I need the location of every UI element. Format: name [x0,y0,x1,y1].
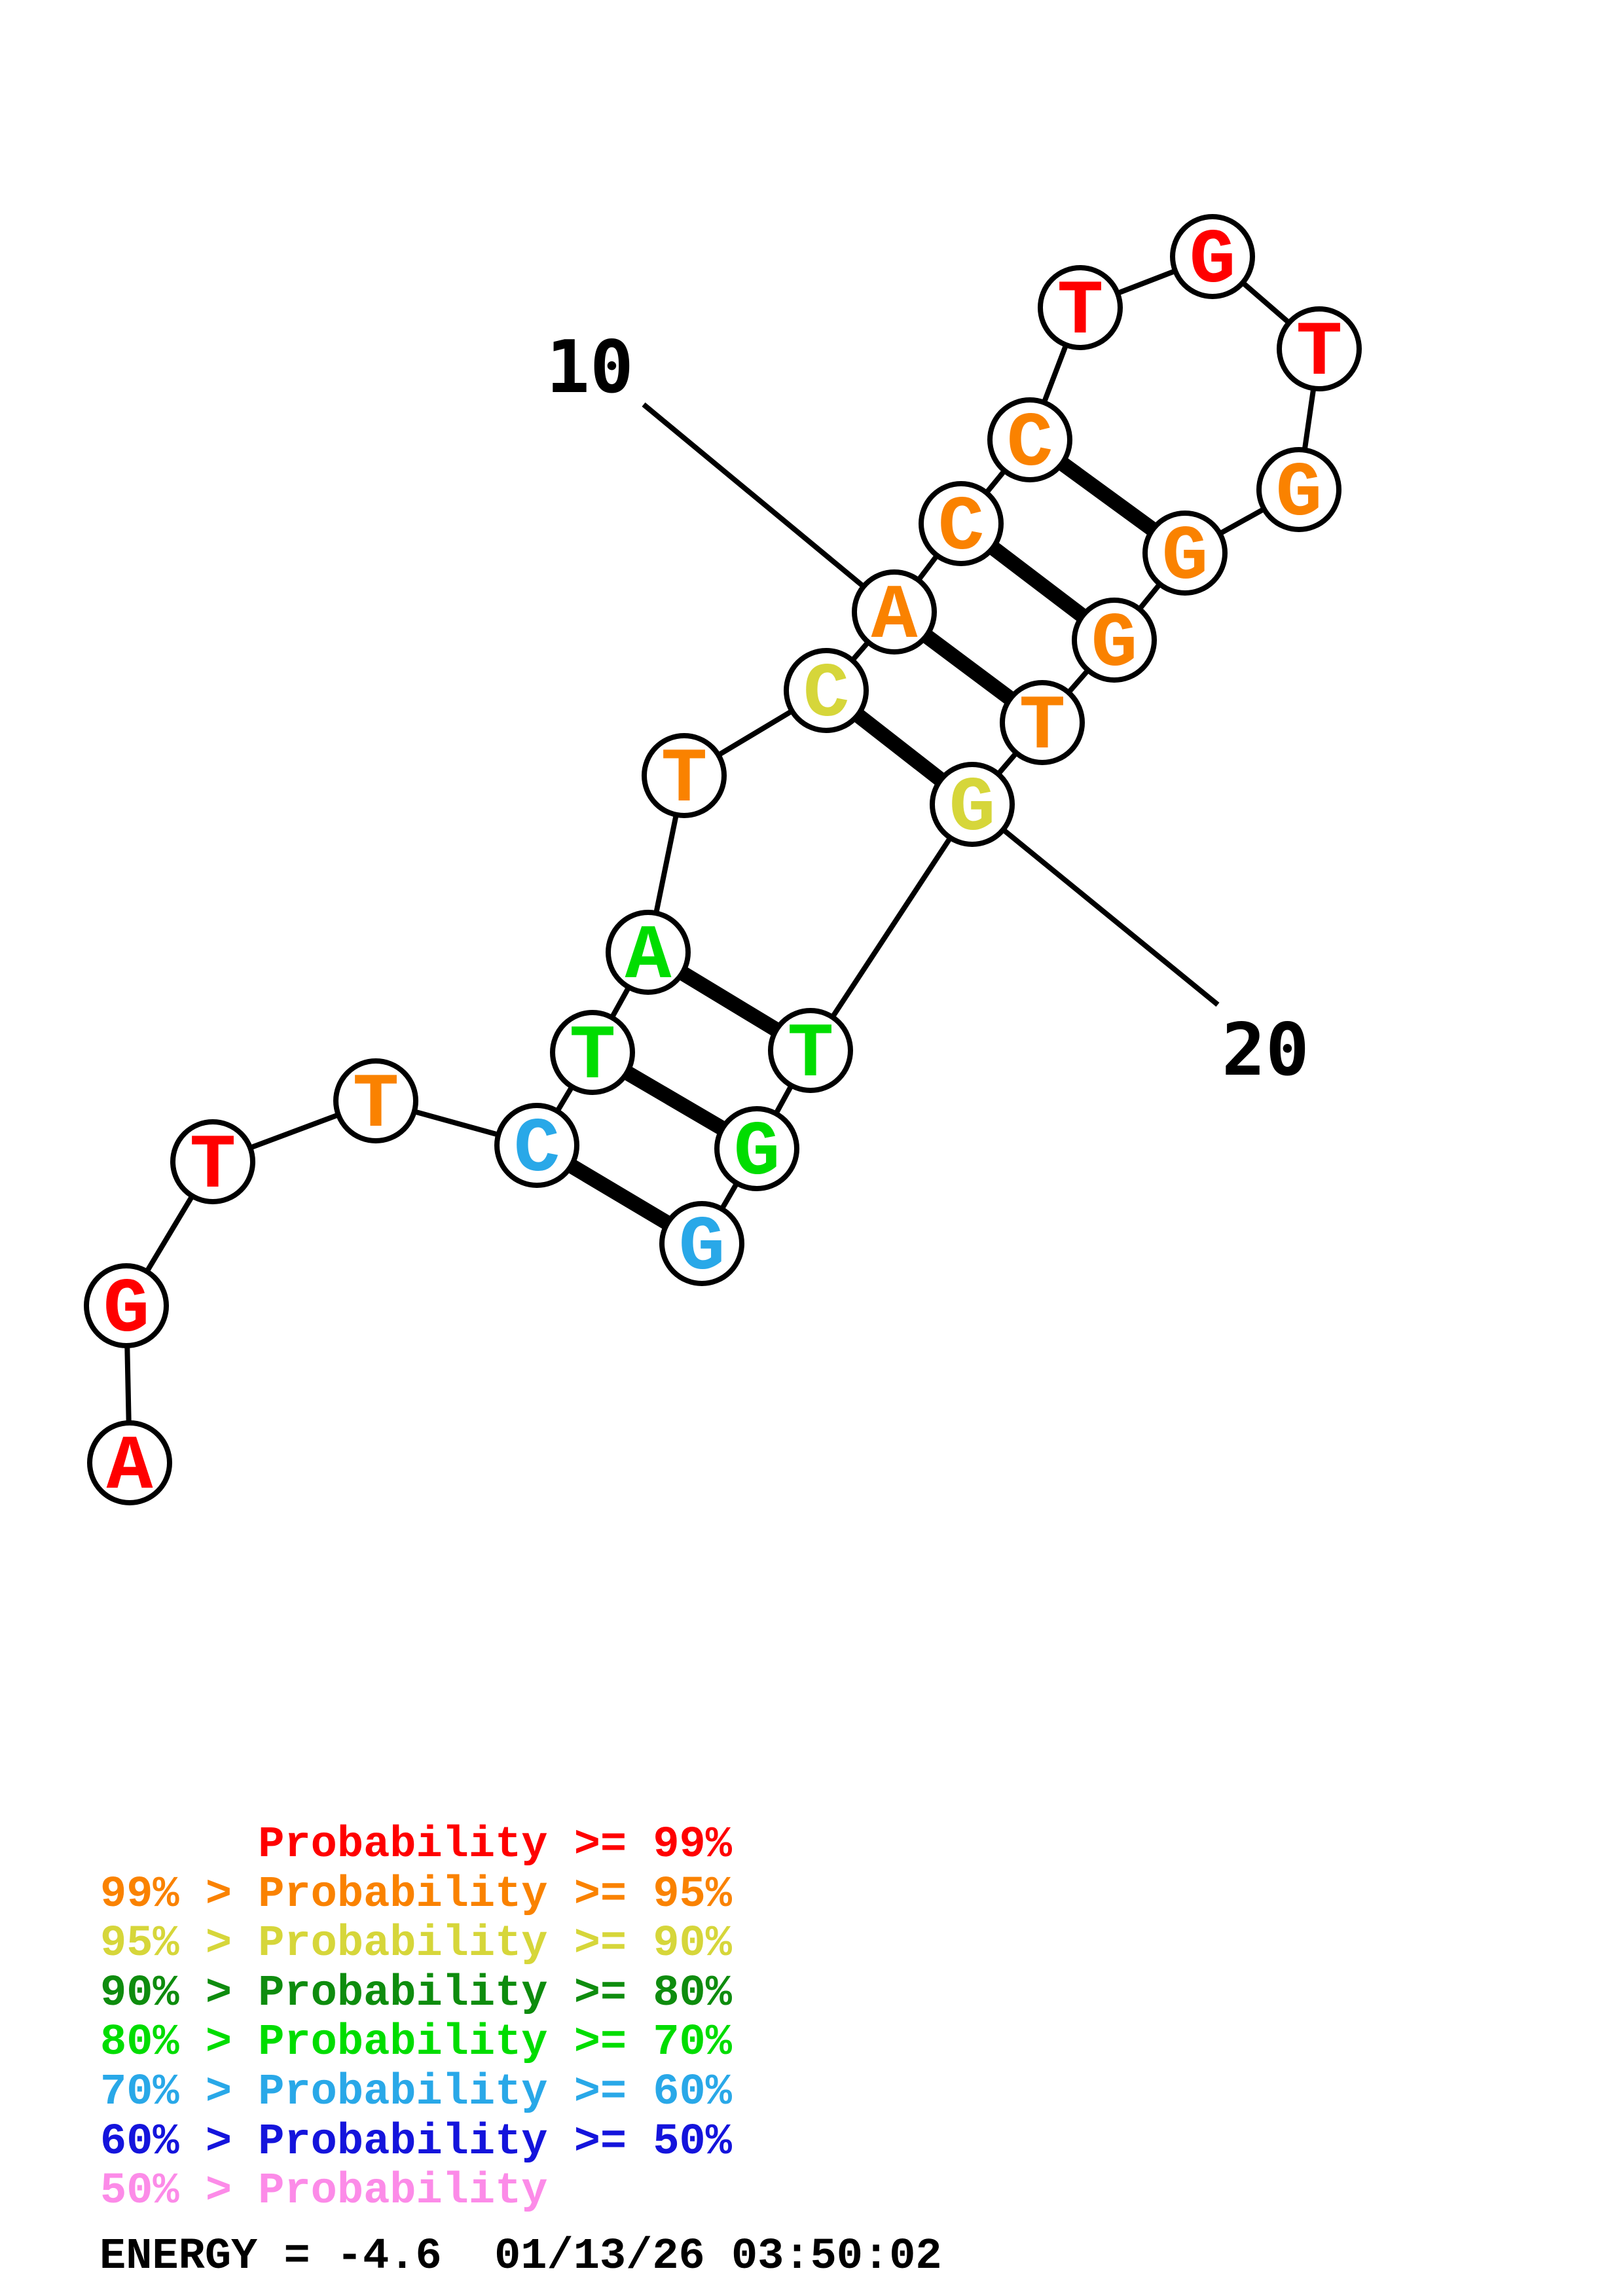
nucleotide-circle [768,1008,853,1093]
nucleotide-letter: G [1162,514,1209,601]
legend-row: 99% > Probability >= 95% [100,1869,732,1920]
nucleotide-letter: T [1057,269,1104,356]
nucleotide-letter: T [190,1123,236,1210]
nucleotide-letter: A [625,914,672,1001]
nucleotide-letter: G [103,1267,150,1354]
nucleotide-letter: T [1296,310,1343,397]
nucleotide-circle [852,569,937,655]
nucleotide-letter: T [788,1012,834,1099]
legend-row: 95% > Probability >= 90% [100,1919,732,1969]
nucleotide-letter: C [1007,401,1053,488]
nucleotide-circle [333,1058,418,1143]
nucleotide-circle [784,648,869,733]
legend-row: 80% > Probability >= 70% [100,2018,732,2068]
nucleotide-circle [930,762,1015,847]
index-label-leader-line [642,402,896,615]
nucleotide-letter: G [1091,601,1138,689]
nucleotide-letter: T [1019,684,1066,771]
nucleotide-letter: G [734,1110,780,1197]
nucleotide-circle [1256,447,1341,532]
nucleotide-circle [1000,680,1085,765]
nucleotide-circle [1038,265,1123,350]
nucleotide-letter: G [1190,218,1236,305]
nucleotide-circle [84,1263,169,1348]
index-label-leader-line [970,802,1220,1007]
nucleotide-circle [714,1106,799,1191]
nucleotide-letter: C [514,1107,560,1194]
nucleotide-circle [87,1420,172,1505]
nucleotide-circle [1277,306,1362,391]
nucleotide-circle [550,1010,635,1095]
nucleotide-letter: C [938,485,985,572]
nucleotide-circle [919,481,1004,566]
nucleotide-letter: T [661,737,708,824]
nucleotide-circle [1142,511,1228,596]
nucleotide-circle [1072,598,1157,683]
nucleotide-circle [1170,214,1255,299]
sequence-index-label: 10 [546,325,634,410]
backbone-segment [808,802,975,1052]
energy-footer-text: ENERGY = -4.6 01/13/26 03:50:02 [100,2232,942,2282]
legend-row: Probability >= 99% [100,1820,732,1870]
nucleotide-letter: T [570,1014,616,1101]
nucleotide-letter: G [1276,451,1322,538]
nucleotide-circle [170,1119,255,1204]
nucleotide-letter: A [871,573,918,660]
legend-row: 90% > Probability >= 80% [100,1968,732,2018]
nucleotide-circle [659,1201,744,1286]
legend-row: 50% > Probability [100,2166,548,2217]
nucleotide-letter: T [353,1062,399,1149]
sequence-index-label: 20 [1222,1008,1309,1092]
nucleotide-circle [606,910,691,995]
nucleotide-circle [642,733,727,818]
nucleotide-letter: A [107,1424,153,1511]
nucleotide-circle [987,397,1072,482]
legend-row: 60% > Probability >= 50% [100,2117,732,2167]
nucleotide-circle [494,1103,579,1188]
legend-row: 70% > Probability >= 60% [100,2067,732,2117]
nucleotide-letter: G [679,1205,725,1292]
nucleotide-letter: G [949,766,996,853]
probability-legend: Probability >= 99% 99% > Probability >= 9… [100,1820,732,2217]
nucleotide-letter: C [803,652,850,739]
